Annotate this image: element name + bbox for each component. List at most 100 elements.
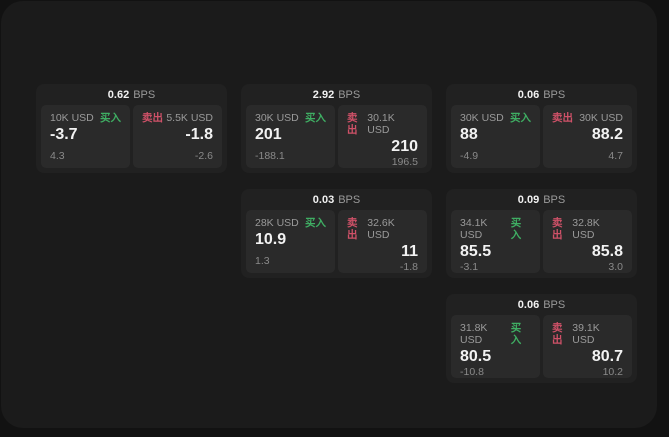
sell-price: 88.2 — [591, 126, 623, 143]
sell-panel[interactable]: 卖出 5.5K USD -1.8 -2.6 — [133, 105, 222, 168]
buy-price: -3.7 — [50, 126, 78, 143]
buy-panel-top: 10K USD 买入 — [50, 112, 121, 124]
sell-panel-top: 卖出 30.1K USD — [347, 112, 418, 136]
buy-panel-top: 31.8K USD 买入 — [460, 322, 531, 346]
buy-price: 85.5 — [460, 243, 492, 260]
quote-card: 0.62 BPS 10K USD 买入 -3.7 4.3 卖出 5.5K USD… — [36, 84, 227, 173]
buy-panel-top: 30K USD 买入 — [460, 112, 531, 124]
sell-price: 210 — [391, 138, 418, 155]
buy-price: 201 — [255, 126, 282, 143]
sell-panel-top: 卖出 30K USD — [552, 112, 623, 124]
quote-card-body: 31.8K USD 买入 80.5 -10.8 卖出 39.1K USD 80.… — [446, 315, 637, 383]
bps-header: 0.03 BPS — [241, 189, 432, 210]
buy-notional: 31.8K USD — [460, 322, 488, 346]
sell-notional: 5.5K USD — [166, 112, 213, 124]
buy-sub-value: 1.3 — [255, 255, 270, 267]
sell-panel[interactable]: 卖出 30K USD 88.2 4.7 — [543, 105, 632, 168]
bps-unit: BPS — [338, 193, 361, 206]
buy-notional: 30K USD — [255, 112, 299, 124]
buy-panel[interactable]: 10K USD 买入 -3.7 4.3 — [41, 105, 130, 168]
sell-notional: 30.1K USD — [367, 112, 395, 136]
buy-sub-value: -4.9 — [460, 150, 479, 162]
buy-panel[interactable]: 31.8K USD 买入 80.5 -10.8 — [451, 315, 540, 378]
bps-header: 0.09 BPS — [446, 189, 637, 210]
buy-side-label: 买入 — [510, 112, 531, 124]
buy-notional: 34.1K USD — [460, 217, 488, 241]
bps-unit: BPS — [133, 88, 156, 101]
bps-header: 0.06 BPS — [446, 294, 637, 315]
buy-panel[interactable]: 34.1K USD 买入 85.5 -3.1 — [451, 210, 540, 273]
buy-notional: 30K USD — [460, 112, 504, 124]
sell-sub-value: 3.0 — [608, 261, 623, 273]
quote-card: 0.09 BPS 34.1K USD 买入 85.5 -3.1 卖出 32.8K… — [446, 189, 637, 278]
buy-sub-value: -3.1 — [460, 261, 479, 273]
sell-panel[interactable]: 卖出 32.8K USD 85.8 3.0 — [543, 210, 632, 273]
sell-panel-top: 卖出 5.5K USD — [142, 112, 213, 124]
sell-side-label: 卖出 — [347, 217, 358, 241]
buy-price: 88 — [460, 126, 478, 143]
bps-header: 0.06 BPS — [446, 84, 637, 105]
buy-side-label: 买入 — [100, 112, 121, 124]
buy-sub-value: -10.8 — [460, 366, 484, 378]
buy-notional: 10K USD — [50, 112, 94, 124]
sell-panel-top: 卖出 32.8K USD — [552, 217, 623, 241]
buy-price: 80.5 — [460, 348, 492, 365]
sell-panel-top: 卖出 32.6K USD — [347, 217, 418, 241]
buy-side-label: 买入 — [305, 217, 326, 229]
sell-side-label: 卖出 — [347, 112, 358, 136]
sell-price: -1.8 — [185, 126, 213, 143]
sell-price: 11 — [401, 243, 418, 260]
sell-panel[interactable]: 卖出 39.1K USD 80.7 10.2 — [543, 315, 632, 378]
sell-notional: 30K USD — [579, 112, 623, 124]
sell-notional: 32.6K USD — [367, 217, 395, 241]
bps-unit: BPS — [338, 88, 361, 101]
quote-card: 0.06 BPS 31.8K USD 买入 80.5 -10.8 卖出 39.1… — [446, 294, 637, 383]
bps-unit: BPS — [543, 193, 566, 206]
quote-card-body: 30K USD 买入 201 -188.1 卖出 30.1K USD 210 1… — [241, 105, 432, 173]
quote-card: 0.06 BPS 30K USD 买入 88 -4.9 卖出 30K USD 8… — [446, 84, 637, 173]
buy-panel[interactable]: 30K USD 买入 201 -188.1 — [246, 105, 335, 168]
sell-notional: 39.1K USD — [572, 322, 600, 346]
sell-panel[interactable]: 卖出 32.6K USD 11 -1.8 — [338, 210, 427, 273]
bps-header: 2.92 BPS — [241, 84, 432, 105]
buy-price: 10.9 — [255, 231, 287, 248]
app-window: 0.62 BPS 10K USD 买入 -3.7 4.3 卖出 5.5K USD… — [1, 1, 657, 428]
sell-sub-value: -2.6 — [194, 150, 213, 162]
sell-price: 85.8 — [591, 243, 623, 260]
buy-panel[interactable]: 30K USD 买入 88 -4.9 — [451, 105, 540, 168]
buy-side-label: 买入 — [510, 217, 522, 241]
bps-value: 0.09 — [517, 193, 540, 206]
bps-value: 0.03 — [312, 193, 335, 206]
quote-card-body: 34.1K USD 买入 85.5 -3.1 卖出 32.8K USD 85.8… — [446, 210, 637, 278]
sell-sub-value: 4.7 — [608, 150, 623, 162]
buy-side-label: 买入 — [510, 322, 522, 346]
bps-value: 0.06 — [517, 298, 540, 311]
buy-sub-value: -188.1 — [255, 150, 285, 162]
buy-panel[interactable]: 28K USD 买入 10.9 1.3 — [246, 210, 335, 273]
sell-side-label: 卖出 — [552, 322, 563, 346]
sell-side-label: 卖出 — [552, 217, 563, 241]
buy-panel-top: 28K USD 买入 — [255, 217, 326, 229]
sell-panel[interactable]: 卖出 30.1K USD 210 196.5 — [338, 105, 427, 168]
sell-notional: 32.8K USD — [572, 217, 600, 241]
bps-unit: BPS — [543, 88, 566, 101]
buy-panel-top: 30K USD 买入 — [255, 112, 326, 124]
bps-unit: BPS — [543, 298, 566, 311]
bps-value: 0.06 — [517, 88, 540, 101]
sell-price: 80.7 — [591, 348, 623, 365]
quote-card-body: 28K USD 买入 10.9 1.3 卖出 32.6K USD 11 -1.8 — [241, 210, 432, 278]
quote-card-body: 30K USD 买入 88 -4.9 卖出 30K USD 88.2 4.7 — [446, 105, 637, 173]
buy-notional: 28K USD — [255, 217, 299, 229]
bps-value: 2.92 — [312, 88, 335, 101]
buy-panel-top: 34.1K USD 买入 — [460, 217, 531, 241]
sell-sub-value: -1.8 — [399, 261, 418, 273]
quote-card: 0.03 BPS 28K USD 买入 10.9 1.3 卖出 32.6K US… — [241, 189, 432, 278]
quote-card-body: 10K USD 买入 -3.7 4.3 卖出 5.5K USD -1.8 -2.… — [36, 105, 227, 173]
sell-side-label: 卖出 — [142, 112, 163, 124]
bps-value: 0.62 — [107, 88, 130, 101]
buy-sub-value: 4.3 — [50, 150, 65, 162]
buy-side-label: 买入 — [305, 112, 326, 124]
sell-sub-value: 10.2 — [602, 366, 623, 378]
quote-card: 2.92 BPS 30K USD 买入 201 -188.1 卖出 30.1K … — [241, 84, 432, 173]
bps-header: 0.62 BPS — [36, 84, 227, 105]
